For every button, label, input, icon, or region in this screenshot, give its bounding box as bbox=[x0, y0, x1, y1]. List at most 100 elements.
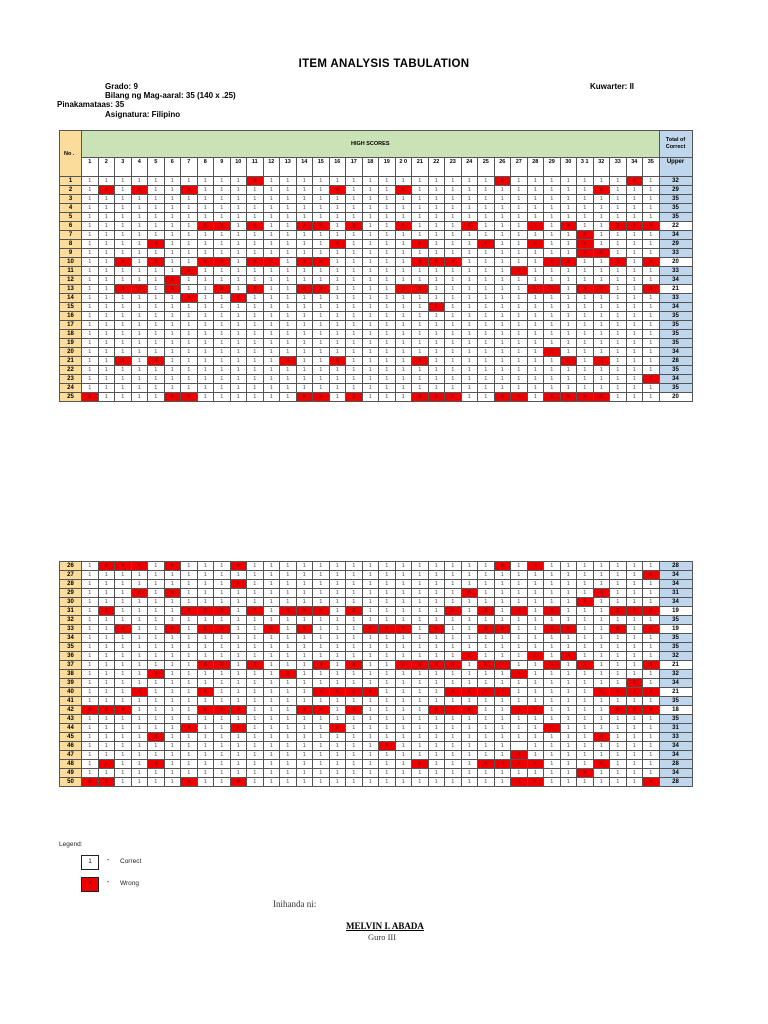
correct-cell: 1 bbox=[394, 741, 412, 751]
correct-cell: 1 bbox=[576, 275, 594, 285]
correct-cell: 1 bbox=[130, 275, 148, 285]
correct-cell: 1 bbox=[81, 615, 99, 625]
correct-cell: 1 bbox=[576, 320, 594, 330]
wrong-cell: X bbox=[411, 356, 429, 366]
correct-cell: 1 bbox=[279, 347, 297, 357]
correct-cell: 1 bbox=[394, 257, 412, 267]
correct-cell: 1 bbox=[295, 750, 313, 760]
wrong-cell: X bbox=[328, 239, 346, 249]
correct-cell: 1 bbox=[262, 705, 280, 715]
correct-cell: 1 bbox=[361, 777, 379, 787]
correct-cell: 1 bbox=[625, 732, 643, 742]
correct-cell: 1 bbox=[130, 741, 148, 751]
correct-cell: 1 bbox=[378, 723, 396, 733]
table-row: 17 1 1 1 1 1 1 1 1 1 1 1 1 1 1 1 1 1 1 1 1 1 1 1 1 1 1 1 1 1 1 1 1 1 1 1 35 bbox=[59, 320, 693, 330]
correct-cell: 1 bbox=[246, 212, 264, 222]
correct-cell: 1 bbox=[262, 642, 280, 652]
correct-cell: 1 bbox=[163, 266, 181, 276]
correct-cell: 1 bbox=[592, 293, 610, 303]
correct-cell: 1 bbox=[361, 732, 379, 742]
student-number: 26 bbox=[59, 561, 82, 571]
correct-cell: 1 bbox=[576, 221, 594, 231]
correct-cell: 1 bbox=[246, 615, 264, 625]
correct-cell: 1 bbox=[180, 338, 198, 348]
correct-cell: 1 bbox=[196, 579, 214, 589]
correct-cell: 1 bbox=[180, 759, 198, 769]
correct-cell: 1 bbox=[279, 230, 297, 240]
table-row: 41 1 1 1 1 1 1 1 1 1 1 1 1 1 1 1 1 1 1 1 1 1 1 1 1 1 1 1 1 1 1 1 1 1 1 1 35 bbox=[59, 696, 693, 706]
correct-cell: 1 bbox=[262, 660, 280, 670]
correct-cell: 1 bbox=[559, 320, 577, 330]
correct-cell: 1 bbox=[97, 579, 115, 589]
wrong-cell: X bbox=[543, 347, 561, 357]
correct-cell: 1 bbox=[394, 248, 412, 258]
correct-cell: 1 bbox=[625, 212, 643, 222]
correct-cell: 1 bbox=[510, 275, 528, 285]
table-row: 46 1 1 1 1 1 1 1 1 1 1 1 1 1 1 1 1 1 1 X 1 1 1 1 1 1 1 1 1 1 1 1 1 1 1 34 bbox=[59, 741, 693, 751]
correct-cell: 1 bbox=[97, 570, 115, 580]
correct-cell: 1 bbox=[609, 329, 627, 339]
wrong-cell: X bbox=[510, 750, 528, 760]
correct-cell: 1 bbox=[576, 194, 594, 204]
correct-cell: 1 bbox=[510, 651, 528, 661]
correct-cell: 1 bbox=[460, 714, 478, 724]
correct-cell: 1 bbox=[97, 275, 115, 285]
correct-cell: 1 bbox=[147, 723, 165, 733]
correct-cell: 1 bbox=[130, 302, 148, 312]
correct-cell: 1 bbox=[609, 768, 627, 778]
correct-cell: 1 bbox=[246, 705, 264, 715]
correct-cell: 1 bbox=[345, 633, 363, 643]
correct-cell: 1 bbox=[526, 678, 544, 688]
correct-cell: 1 bbox=[180, 203, 198, 213]
correct-cell: 1 bbox=[559, 176, 577, 186]
correct-cell: 1 bbox=[229, 284, 247, 294]
item-number-header: 16 bbox=[328, 157, 346, 177]
wrong-cell: X bbox=[246, 606, 264, 616]
wrong-cell: X bbox=[559, 221, 577, 231]
correct-cell: 1 bbox=[592, 642, 610, 652]
correct-cell: 1 bbox=[229, 356, 247, 366]
wrong-cell: X bbox=[345, 221, 363, 231]
wrong-cell: X bbox=[262, 624, 280, 634]
wrong-cell: X bbox=[213, 624, 231, 634]
correct-cell: 1 bbox=[163, 356, 181, 366]
correct-cell: 1 bbox=[229, 248, 247, 258]
wrong-cell: X bbox=[592, 284, 610, 294]
correct-cell: 1 bbox=[312, 732, 330, 742]
correct-cell: 1 bbox=[81, 239, 99, 249]
item-number-header: 21 bbox=[411, 157, 429, 177]
correct-cell: 1 bbox=[361, 374, 379, 384]
wrong-cell: X bbox=[196, 624, 214, 634]
wrong-cell: X bbox=[526, 239, 544, 249]
correct-cell: 1 bbox=[312, 777, 330, 787]
wrong-cell: X bbox=[559, 257, 577, 267]
total-correct-cell: 34 bbox=[658, 302, 693, 312]
correct-cell: 1 bbox=[559, 311, 577, 321]
correct-cell: 1 bbox=[147, 302, 165, 312]
wrong-cell: X bbox=[147, 732, 165, 742]
student-number: 46 bbox=[59, 741, 82, 751]
correct-cell: 1 bbox=[526, 615, 544, 625]
correct-cell: 1 bbox=[130, 705, 148, 715]
wrong-cell: X bbox=[526, 759, 544, 769]
correct-cell: 1 bbox=[609, 669, 627, 679]
correct-cell: 1 bbox=[444, 696, 462, 706]
correct-cell: 1 bbox=[163, 741, 181, 751]
correct-cell: 1 bbox=[559, 365, 577, 375]
item-number-header: 3 bbox=[114, 157, 132, 177]
correct-cell: 1 bbox=[81, 176, 99, 186]
table-row: 30 1 1 1 1 1 1 1 1 1 1 1 1 1 1 1 1 1 1 1 1 1 1 1 1 1 1 1 1 1 1 X 1 1 1 1 34 bbox=[59, 597, 693, 607]
correct-cell: 1 bbox=[196, 194, 214, 204]
correct-cell: 1 bbox=[196, 266, 214, 276]
correct-cell: 1 bbox=[97, 615, 115, 625]
correct-cell: 1 bbox=[543, 212, 561, 222]
correct-cell: 1 bbox=[328, 383, 346, 393]
wrong-cell: X bbox=[427, 705, 445, 715]
total-correct-cell: 18 bbox=[658, 705, 693, 715]
correct-cell: 1 bbox=[163, 239, 181, 249]
correct-cell: 1 bbox=[328, 221, 346, 231]
correct-cell: 1 bbox=[147, 570, 165, 580]
correct-cell: 1 bbox=[81, 266, 99, 276]
correct-cell: 1 bbox=[295, 642, 313, 652]
correct-cell: 1 bbox=[543, 365, 561, 375]
